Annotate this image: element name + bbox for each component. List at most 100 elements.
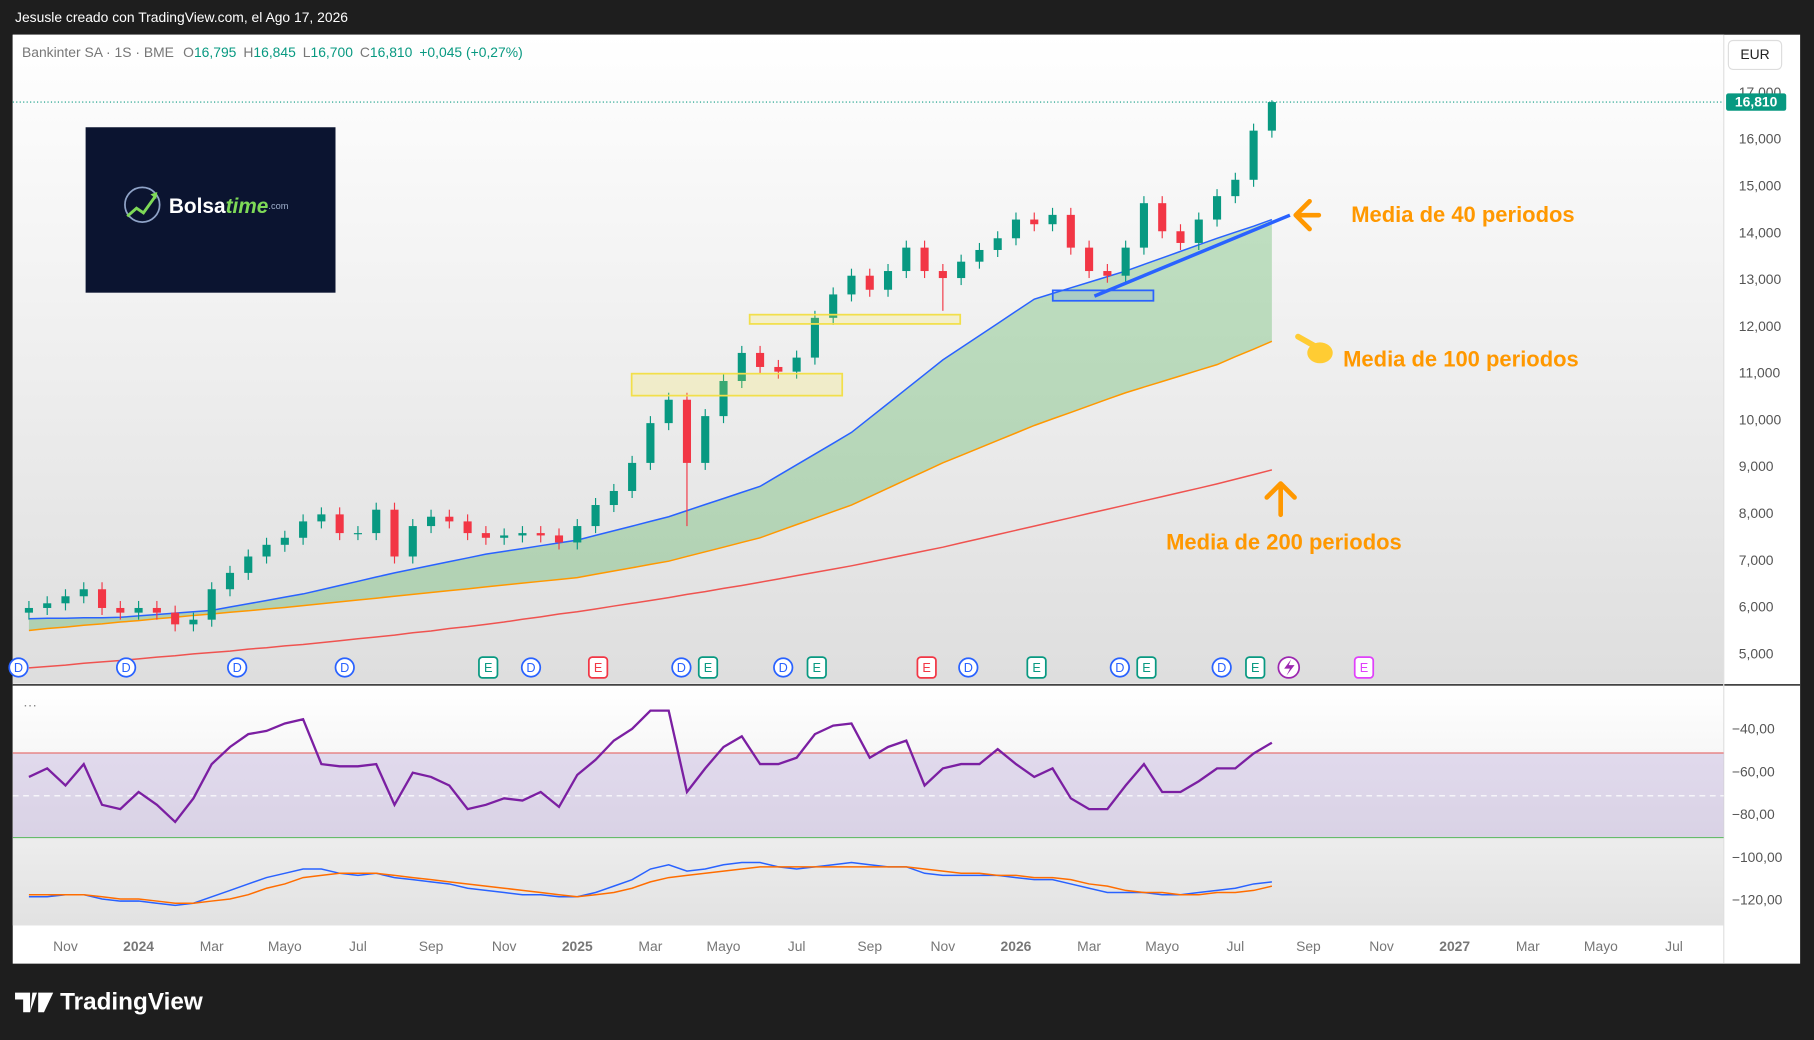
x-tick-label: Nov xyxy=(1369,938,1394,954)
candle-body xyxy=(1267,102,1276,131)
event-label: E xyxy=(813,660,821,675)
event-badge xyxy=(334,657,355,678)
candle-body xyxy=(518,533,527,536)
candle-body xyxy=(993,238,1002,250)
moving-average xyxy=(28,340,1273,632)
x-tick-label: Mayo xyxy=(707,938,741,954)
footer-logo xyxy=(15,992,54,1013)
event-badge xyxy=(1136,656,1157,679)
candle-body xyxy=(299,521,308,538)
y-tick-label: 15,000 xyxy=(1739,177,1782,193)
candle-body xyxy=(1030,219,1039,225)
symbol: Bankinter SA · 1S · BME xyxy=(22,44,174,60)
x-tick-label: Mar xyxy=(638,938,662,954)
event-label: D xyxy=(340,660,349,675)
candle-body xyxy=(847,275,856,295)
candle-body xyxy=(262,544,271,557)
candle-body xyxy=(408,526,417,557)
indicator-menu[interactable]: ··· xyxy=(23,696,37,712)
x-tick-label: Mayo xyxy=(1584,938,1618,954)
x-tick-label: Mayo xyxy=(268,938,302,954)
ohlc-value: 16,795 xyxy=(194,44,237,60)
event-label: D xyxy=(122,660,131,675)
y-tick-label: −80,00 xyxy=(1732,806,1775,822)
event-badge xyxy=(115,657,137,678)
event-badge xyxy=(1026,656,1047,679)
candle-body xyxy=(463,521,472,534)
event-label: D xyxy=(779,660,788,675)
arrow xyxy=(1293,198,1322,232)
candle-body xyxy=(975,249,984,262)
x-tick-label: Mayo xyxy=(1145,938,1179,954)
x-tick-label: Jul xyxy=(1665,938,1683,954)
moving-average xyxy=(28,469,1273,669)
y-tick-label: −60,00 xyxy=(1732,763,1775,779)
candle-body xyxy=(774,366,783,372)
candle-body xyxy=(445,516,454,522)
x-tick-label: Mar xyxy=(200,938,224,954)
candle-body xyxy=(1103,271,1112,276)
event-label: E xyxy=(484,660,492,675)
event-label: D xyxy=(677,660,686,675)
candle-body xyxy=(609,490,618,506)
y-tick-label: −100,00 xyxy=(1732,849,1783,865)
candle-body xyxy=(481,533,490,538)
event-label: D xyxy=(1217,660,1226,675)
candle-body xyxy=(938,271,947,279)
y-tick-label: 7,000 xyxy=(1739,552,1774,568)
candle-body xyxy=(628,462,637,491)
candle-body xyxy=(427,516,436,527)
indicator-pane xyxy=(12,686,1724,926)
event-badge xyxy=(671,657,692,678)
event-label: D xyxy=(14,660,23,675)
candle-body xyxy=(920,247,929,272)
y-tick-label: −40,00 xyxy=(1732,721,1775,737)
candle-body xyxy=(701,416,710,463)
last-price-box xyxy=(1726,93,1787,111)
candle-body xyxy=(1085,247,1094,272)
x-tick-label: 2027 xyxy=(1439,938,1470,954)
x-tick-label: 2025 xyxy=(562,938,593,954)
candle-body xyxy=(335,514,344,534)
candle-body xyxy=(97,589,107,608)
candle-body xyxy=(883,271,893,290)
candle-body xyxy=(646,423,655,463)
ohlc-label: H xyxy=(243,44,253,60)
candle-body xyxy=(207,589,216,620)
candle-body xyxy=(280,537,289,545)
annotation: Media de 40 periodos xyxy=(1351,202,1574,227)
y-tick-label: 10,000 xyxy=(1739,411,1782,427)
event-label: E xyxy=(594,660,602,675)
x-tick-label: Jul xyxy=(1226,938,1244,954)
event-label: D xyxy=(1115,660,1124,675)
candle-body xyxy=(152,607,161,613)
logo-box xyxy=(85,127,336,293)
event-icon xyxy=(1284,659,1295,676)
candle-body xyxy=(1158,203,1167,232)
candle-body xyxy=(61,596,70,604)
candle-body xyxy=(536,533,545,536)
symbol-line: Bankinter SA · 1S · BME O16,795 H16,845 L16… xyxy=(22,44,523,60)
event-badge xyxy=(916,656,937,679)
zone-box xyxy=(630,372,844,397)
candle-body xyxy=(591,505,600,527)
currency-button[interactable] xyxy=(1727,39,1783,70)
candle-body xyxy=(1139,203,1148,248)
candle-body xyxy=(1048,214,1057,225)
ohlc-label: L xyxy=(303,44,311,60)
logo-accent: time xyxy=(226,195,269,218)
candle-body xyxy=(902,247,911,272)
candle-body xyxy=(372,509,381,534)
candle-body xyxy=(79,589,88,597)
candle-body xyxy=(810,317,819,358)
ohlc-value: 16,845 xyxy=(253,44,296,60)
event-badge xyxy=(958,657,979,678)
event-badge xyxy=(1109,657,1130,678)
candle-body xyxy=(1249,130,1258,180)
candle-body xyxy=(171,612,180,625)
candle-body xyxy=(1212,196,1222,220)
event-badge xyxy=(697,656,719,679)
candle-body xyxy=(1194,219,1203,243)
